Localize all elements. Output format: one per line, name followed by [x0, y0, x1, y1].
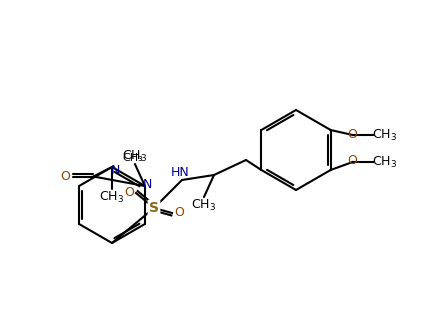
Text: N: N [143, 178, 153, 192]
Text: O: O [347, 154, 358, 168]
Text: N: N [110, 163, 120, 177]
Text: CH$_3$: CH$_3$ [372, 154, 397, 169]
Text: O: O [174, 206, 184, 220]
Text: CH$_3$: CH$_3$ [372, 127, 397, 143]
Text: O: O [60, 170, 70, 183]
Text: HN: HN [171, 166, 189, 178]
Text: CH₃: CH₃ [123, 153, 143, 163]
Text: O: O [347, 128, 358, 142]
Text: O: O [124, 187, 134, 199]
Text: CH$_3$: CH$_3$ [100, 189, 124, 204]
Text: S: S [149, 201, 159, 215]
Text: CH$_3$: CH$_3$ [122, 148, 148, 164]
Text: CH$_3$: CH$_3$ [191, 197, 217, 213]
